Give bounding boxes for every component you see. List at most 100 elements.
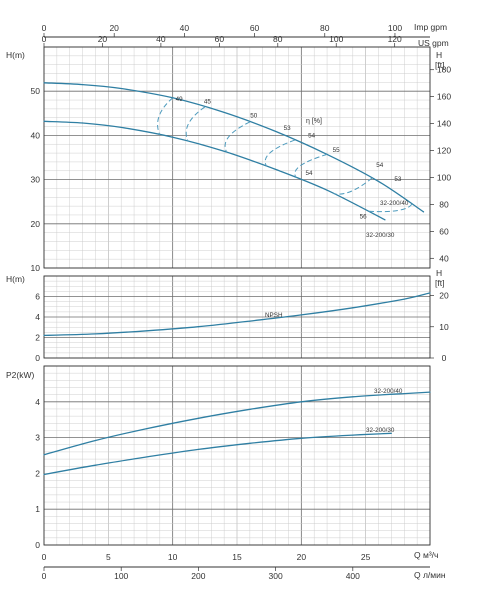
head-ft-tick-label: 60 — [439, 226, 449, 236]
power-point — [146, 456, 148, 458]
bottom-lmin-tick-label: 200 — [191, 571, 205, 581]
power-series-1 — [43, 432, 392, 476]
power-point — [197, 417, 199, 419]
bottom-m3h-tick-label: 25 — [361, 552, 371, 562]
chart-curves — [43, 82, 431, 476]
npsh-ytick-label: 2 — [35, 333, 40, 343]
top-us-tick-label: 120 — [388, 34, 402, 44]
efficiency-value-label: 49 — [176, 96, 184, 103]
head-ft-tick-label: 80 — [439, 199, 449, 209]
power-curve-label-30: 32-200/30 — [366, 427, 395, 434]
top-us-tick-label: 0 — [42, 34, 47, 44]
top-us-tick-label: 60 — [215, 34, 225, 44]
head-point — [377, 180, 380, 182]
head-left-axis-title: H(m) — [6, 50, 25, 60]
head-right-axis-unit: [ft] — [435, 60, 444, 70]
npsh-point — [197, 326, 199, 328]
head-ytick-label: 50 — [31, 86, 41, 96]
power-point — [249, 442, 251, 444]
top-imp-tick-label: 0 — [42, 23, 47, 33]
chart-grids — [43, 46, 431, 546]
bottom-m3h-tick-label: 5 — [106, 552, 111, 562]
power-point — [352, 396, 354, 398]
power-ytick-label: 2 — [35, 468, 40, 478]
head-ft-tick-label: 100 — [437, 172, 451, 182]
top-us-tick-label: 80 — [273, 34, 283, 44]
efficiency-value-label: 55 — [333, 147, 341, 154]
power-point — [352, 434, 354, 436]
npsh-frame — [43, 275, 431, 359]
head-point — [120, 87, 122, 90]
npsh-ft-tick-label: 20 — [439, 291, 449, 301]
top-us-axis-title: US gpm — [418, 38, 449, 48]
power-point — [403, 392, 405, 395]
head-curve-label-40: 32-200/40 — [380, 200, 409, 207]
power-point — [300, 437, 302, 439]
npsh-ft-tick-label: 10 — [439, 322, 449, 332]
power-point — [197, 448, 199, 451]
head-ft-tick-label: 160 — [437, 92, 451, 102]
head-ytick-label: 20 — [31, 219, 41, 229]
efficiency-line-3 — [264, 139, 296, 167]
bottom-lmin-tick-label: 100 — [114, 571, 128, 581]
power-point — [94, 464, 97, 466]
power-ytick-label: 4 — [35, 397, 40, 407]
bottom-m3h-tick-label: 20 — [297, 552, 307, 562]
top-imp-tick-label: 100 — [388, 23, 402, 33]
head-point — [120, 126, 122, 129]
top-imp-axis-title: Imp gpm — [414, 22, 447, 32]
npsh-point — [300, 314, 302, 316]
npsh-ft-tick-label: 0 — [442, 353, 447, 363]
efficiency-value-label: 45 — [204, 99, 212, 106]
head-point — [43, 120, 45, 122]
power-curve-label-40: 32-200/40 — [374, 388, 403, 395]
npsh-right-axis-unit: [ft] — [435, 278, 444, 288]
power-point — [300, 401, 302, 403]
power-left-axis-title: P2(kW) — [6, 370, 35, 380]
power-ytick-label: 3 — [35, 433, 40, 443]
top-imp-tick-label: 80 — [320, 23, 330, 33]
efficiency-line-2 — [224, 121, 251, 153]
efficiency-value-label: 50 — [250, 113, 258, 120]
npsh-left-axis-title: H(m) — [6, 274, 25, 284]
head-ft-tick-label: 40 — [439, 253, 449, 263]
efficiency-line-4 — [294, 153, 328, 179]
head-ft-tick-label: 180 — [437, 65, 451, 75]
npsh-point — [146, 330, 148, 332]
head-point — [82, 122, 84, 124]
npsh-ytick-label: 0 — [35, 353, 40, 363]
efficiency-bowl-56 — [368, 203, 413, 213]
head-frame — [43, 46, 431, 269]
top-us-tick-label: 20 — [98, 34, 108, 44]
power-point — [43, 473, 45, 476]
power-ytick-label: 0 — [35, 540, 40, 550]
bottom-lmin-tick-label: 300 — [269, 571, 283, 581]
npsh-point — [43, 334, 45, 337]
head-series-0 — [43, 82, 424, 213]
top-imp-tick-label: 40 — [180, 23, 190, 33]
power-point — [43, 454, 45, 456]
npsh-point — [429, 292, 431, 294]
power-point — [390, 432, 392, 434]
top-us-tick-label: 100 — [329, 34, 343, 44]
efficiency-value-label: 53 — [284, 125, 292, 132]
npsh-point — [94, 333, 97, 335]
npsh-point — [352, 307, 354, 309]
npsh-curve-label: NPSH — [265, 312, 283, 319]
efficiency-value-label: 54 — [308, 133, 316, 140]
bottom-m3h-tick-label: 10 — [168, 552, 178, 562]
power-frame — [43, 365, 431, 546]
head-point — [223, 150, 225, 152]
npsh-ytick-label: 4 — [35, 312, 40, 322]
bottom-lmin-axis-title: Q л/мин — [414, 570, 446, 580]
head-curve-label-30: 32-200/30 — [366, 232, 395, 239]
head-point — [43, 82, 45, 84]
chart-labels: 1020304050024601234406080100120140160180… — [31, 23, 452, 581]
head-ytick-label: 30 — [31, 175, 41, 185]
head-point — [172, 136, 174, 138]
head-point — [422, 211, 425, 213]
npsh-right-axis-title: H — [436, 268, 442, 278]
top-imp-tick-label: 60 — [250, 23, 260, 33]
head-point — [384, 219, 386, 221]
